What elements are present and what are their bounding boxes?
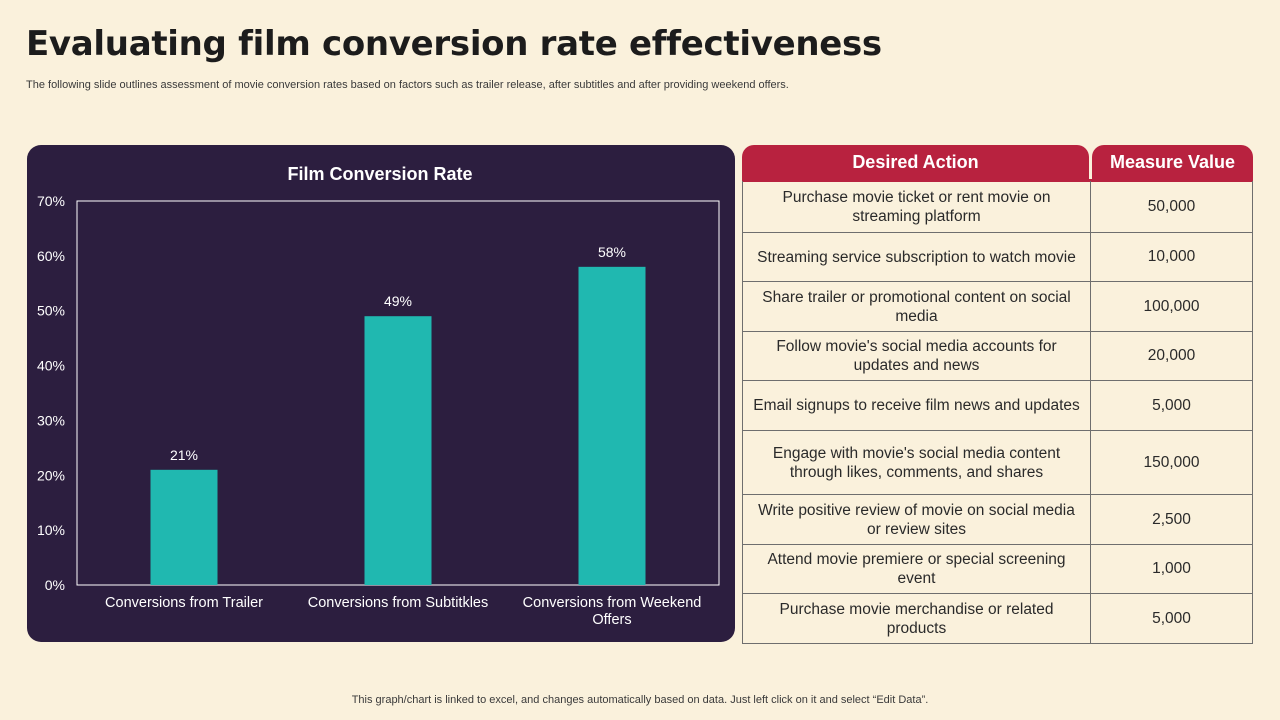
desired-action-cell: Streaming service subscription to watch … (743, 233, 1091, 281)
y-tick-label: 0% (45, 577, 65, 593)
table-row: Streaming service subscription to watch … (743, 233, 1252, 282)
bar-data-label: 58% (598, 244, 626, 260)
y-tick-label: 10% (37, 522, 65, 538)
measure-value-cell: 150,000 (1143, 453, 1200, 471)
bar-data-label: 21% (170, 447, 198, 463)
x-category-label: Conversions from Subtitkles (308, 595, 489, 611)
desired-action-cell: Attend movie premiere or special screeni… (743, 545, 1091, 593)
table-row: Purchase movie ticket or rent movie on s… (743, 181, 1252, 233)
x-category-label: Conversions from Trailer (105, 595, 263, 611)
desired-action-cell: Write positive review of movie on social… (743, 495, 1091, 544)
measure-value-cell: 10,000 (1147, 248, 1196, 265)
y-tick-label: 60% (37, 248, 65, 264)
action-measure-table: Desired Action Measure Value Purchase mo… (742, 145, 1254, 644)
y-tick-label: 70% (37, 193, 65, 209)
bar[interactable] (150, 469, 218, 585)
x-category-label: Offers (592, 612, 631, 628)
bar[interactable] (364, 316, 432, 585)
measure-value-cell: 50,000 (1147, 197, 1196, 215)
measure-value-cell: 20,000 (1147, 347, 1196, 364)
desired-action-cell: Follow movie's social media accounts for… (743, 332, 1091, 380)
page-title: Evaluating film conversion rate effectiv… (26, 24, 882, 64)
header-underline (742, 179, 1253, 182)
bar-data-label: 49% (384, 293, 412, 309)
desired-action-cell: Email signups to receive film news and u… (743, 381, 1091, 430)
footer-note: This graph/chart is linked to excel, and… (351, 694, 929, 706)
table-body: Purchase movie ticket or rent movie on s… (742, 181, 1253, 644)
measure-value-cell: 100,000 (1143, 297, 1200, 315)
desired-action-cell: Purchase movie ticket or rent movie on s… (743, 181, 1091, 232)
bar[interactable] (578, 266, 646, 585)
measure-value-cell: 2,500 (1152, 510, 1191, 528)
desired-action-cell: Engage with movie's social media content… (743, 431, 1091, 494)
x-category-label: Conversions from Weekend (523, 595, 702, 611)
desired-action-cell: Share trailer or promotional content on … (743, 282, 1091, 331)
table-row: Purchase movie merchandise or related pr… (743, 594, 1252, 644)
measure-value-cell: 5,000 (1152, 609, 1191, 627)
table-row: Write positive review of movie on social… (743, 495, 1252, 545)
y-tick-label: 30% (37, 412, 65, 428)
y-tick-label: 50% (37, 303, 65, 319)
desired-action-cell: Purchase movie merchandise or related pr… (743, 594, 1091, 643)
y-tick-label: 40% (37, 358, 65, 374)
header-desired-action: Desired Action (742, 145, 1089, 179)
chart-title: Film Conversion Rate (287, 164, 472, 184)
table-row: Attend movie premiere or special screeni… (743, 545, 1252, 594)
page-subtitle: The following slide outlines assessment … (26, 79, 789, 91)
table-row: Engage with movie's social media content… (743, 431, 1252, 495)
table-row: Share trailer or promotional content on … (743, 282, 1252, 332)
header-measure-value: Measure Value (1092, 145, 1253, 179)
y-tick-label: 20% (37, 467, 65, 483)
table-row: Email signups to receive film news and u… (743, 381, 1252, 431)
chart-panel[interactable]: Film Conversion Rate 0% 10% 20% 30% 40% 50% 60%… (27, 145, 735, 642)
measure-value-cell: 1,000 (1152, 560, 1191, 577)
film-conversion-chart[interactable]: Film Conversion Rate 0% 10% 20% 30% 40% 50% 60%… (27, 145, 735, 642)
measure-value-cell: 5,000 (1152, 396, 1191, 414)
table-row: Follow movie's social media accounts for… (743, 332, 1252, 381)
